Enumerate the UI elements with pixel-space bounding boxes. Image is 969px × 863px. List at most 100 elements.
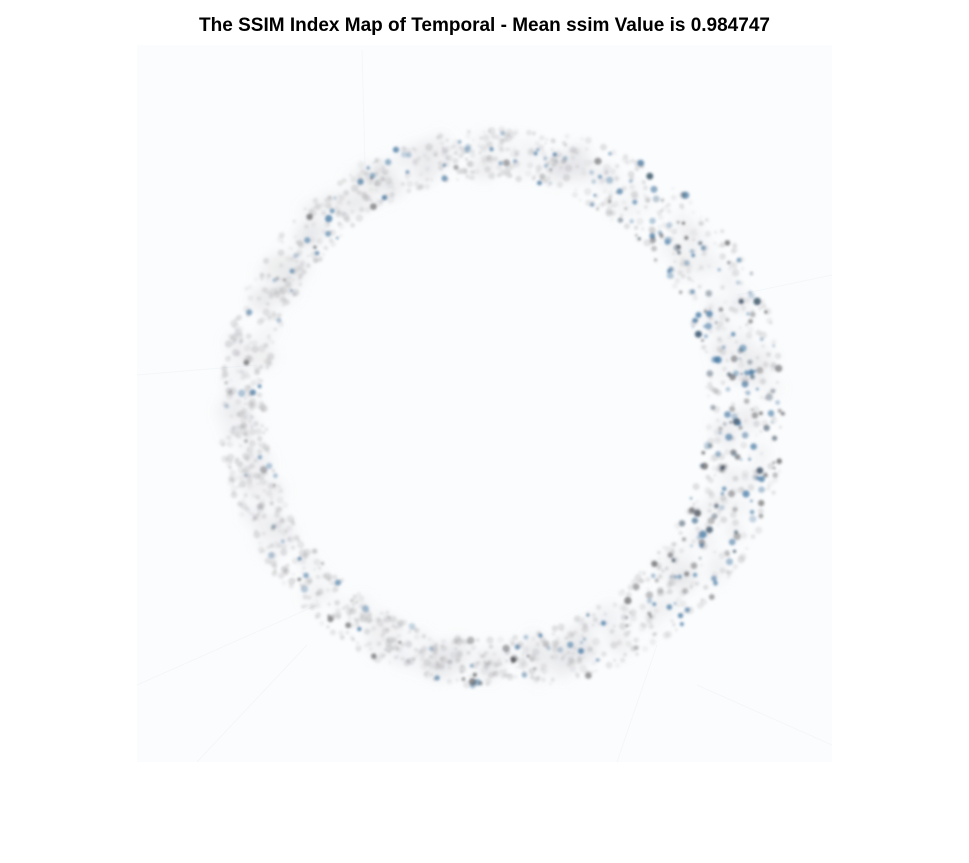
ring-speckle [244, 433, 251, 440]
ring-speckle [759, 429, 763, 433]
ring-speckle [286, 275, 292, 281]
ring-speckle [575, 164, 579, 169]
ring-speckle [591, 660, 597, 666]
ring-speckle [454, 647, 458, 651]
ring-speckle [652, 195, 660, 203]
ring-speckle [757, 507, 764, 515]
ring-speckle [250, 512, 254, 516]
ring-speckle [469, 174, 475, 181]
ring-speckle [677, 250, 681, 255]
ring-speckle [254, 277, 258, 281]
ring-speckle [594, 193, 600, 199]
ring-speckle [259, 466, 268, 474]
ring-speckle [413, 647, 419, 653]
ring-speckle [564, 164, 573, 172]
ring-speckle [694, 581, 700, 586]
ring-speckle [687, 199, 694, 205]
ring-speckle [728, 306, 735, 312]
ring-speckle [354, 600, 358, 604]
ring-speckle [228, 428, 235, 435]
ring-speckle [392, 644, 399, 651]
ring-speckle [701, 450, 706, 455]
ring-speckle [356, 592, 361, 597]
ring-speckle [250, 424, 254, 429]
ring-speckle [704, 466, 707, 469]
ring-speckle [742, 490, 750, 498]
ring-speckle [484, 651, 488, 655]
ring-speckle [540, 667, 545, 673]
ring-speckle [297, 272, 304, 279]
ring-speckle [248, 452, 254, 458]
ring-speckle [250, 415, 254, 420]
ring-speckle [690, 581, 695, 586]
ring-haze-blob [676, 245, 695, 264]
ring-speckle [696, 269, 700, 272]
ring-speckle [321, 229, 326, 233]
ring-speckle [607, 195, 613, 201]
ring-speckle [722, 326, 726, 331]
ring-speckle [582, 656, 585, 659]
ring-speckle [555, 636, 560, 641]
ring-speckle [664, 545, 672, 553]
ring-speckle [358, 595, 365, 602]
ring-speckle [253, 472, 261, 480]
ring-speckle [401, 619, 408, 626]
ring-haze-blob [720, 272, 738, 289]
ring-speckle [470, 148, 475, 154]
ring-speckle [389, 615, 396, 623]
ring-speckle [597, 622, 601, 626]
ring-speckle [375, 158, 384, 166]
ring-speckle [670, 194, 677, 201]
ring-speckle [681, 537, 687, 542]
ring-speckle [649, 237, 656, 244]
ring-speckle [322, 253, 325, 256]
ring-speckle [279, 286, 287, 294]
ring-speckle [674, 278, 681, 284]
ring-speckle [695, 312, 702, 318]
ring-speckle [369, 199, 373, 203]
ring-speckle [613, 658, 617, 662]
ring-speckle [755, 434, 758, 437]
ring-speckle [705, 313, 709, 318]
ring-speckle [248, 439, 256, 447]
ring-speckle [277, 484, 281, 488]
ring-speckle [656, 592, 661, 597]
ring-speckle [355, 646, 362, 653]
ring-speckle [239, 369, 244, 375]
ring-speckle [406, 180, 414, 188]
ring-speckle [499, 669, 504, 674]
ring-speckle [669, 236, 675, 242]
ring-speckle [312, 197, 319, 204]
ring-speckle [263, 257, 270, 264]
ring-speckle [551, 645, 559, 653]
ring-speckle [639, 570, 642, 574]
ring-speckle [278, 529, 282, 533]
ring-speckle [648, 623, 654, 630]
ring-speckle [543, 671, 546, 675]
ring-speckle [226, 463, 230, 467]
ring-speckle [659, 234, 665, 240]
ring-speckle [310, 237, 315, 243]
ring-speckle [550, 147, 555, 152]
ring-speckle [425, 178, 429, 182]
ring-speckle [467, 143, 473, 149]
ring-speckle [284, 255, 292, 262]
ring-speckle [240, 475, 246, 481]
ring-speckle [767, 480, 774, 487]
ring-speckle [621, 156, 629, 164]
ring-speckle [582, 637, 587, 641]
ring-speckle [657, 587, 664, 594]
ring-speckle [699, 216, 703, 220]
ring-speckle [680, 259, 688, 267]
ring-speckle [227, 334, 232, 338]
ring-speckle [396, 634, 401, 639]
ring-speckle [628, 611, 632, 614]
ring-speckle [442, 163, 446, 167]
ring-speckle [522, 668, 527, 674]
ring-speckle [253, 421, 259, 427]
ring-speckle [592, 623, 595, 626]
ring-speckle [719, 253, 726, 260]
ring-speckle [714, 230, 717, 234]
ring-speckle [488, 644, 494, 649]
ring-speckle [621, 185, 627, 191]
